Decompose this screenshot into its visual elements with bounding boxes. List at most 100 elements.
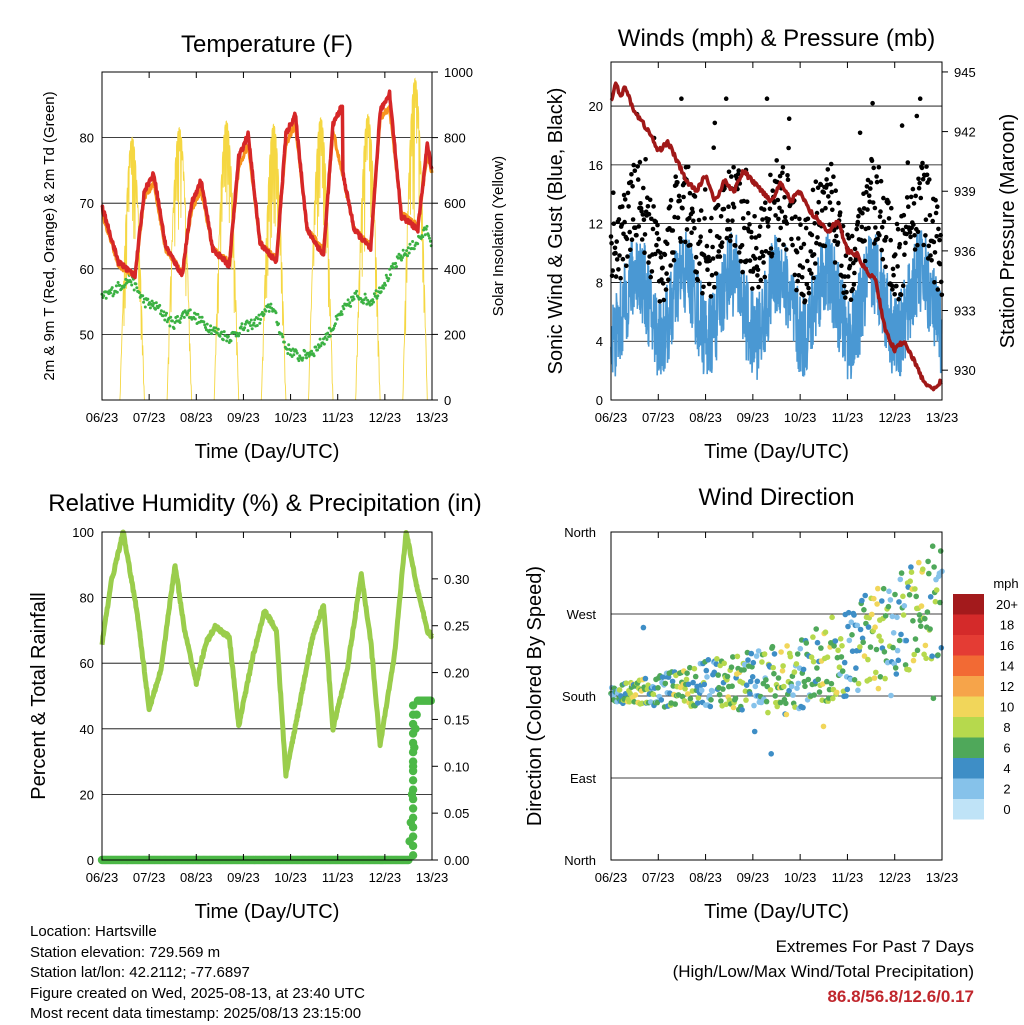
x-tick-label: 10/23 bbox=[274, 410, 307, 425]
wind-direction-point bbox=[808, 654, 815, 660]
dewpoint-point bbox=[342, 307, 346, 311]
gust-point bbox=[711, 145, 716, 150]
wind-direction-point bbox=[873, 646, 880, 653]
gust-point bbox=[621, 192, 627, 198]
wind-direction-point bbox=[906, 667, 912, 673]
wind-direction-point bbox=[867, 644, 874, 650]
dewpoint-point bbox=[203, 323, 207, 327]
gust-point bbox=[630, 217, 636, 222]
gust-point bbox=[785, 173, 790, 178]
wind-direction-point bbox=[763, 698, 770, 705]
wind-direction-point bbox=[715, 672, 721, 678]
gust-point bbox=[710, 256, 716, 261]
dewpoint-point bbox=[259, 318, 263, 321]
legend-swatch bbox=[953, 778, 984, 799]
x-tick-label: 11/23 bbox=[322, 410, 354, 425]
x-tick-label: 07/23 bbox=[642, 870, 675, 885]
wind-direction-point bbox=[682, 686, 688, 692]
y2-tick-label: 0.15 bbox=[444, 712, 469, 727]
gust-point bbox=[883, 264, 888, 270]
y-tick-label: 70 bbox=[80, 196, 94, 211]
wind-direction-point bbox=[865, 624, 872, 630]
dewpoint-point bbox=[258, 321, 262, 325]
dewpoint-point bbox=[109, 291, 112, 295]
gust-point bbox=[635, 177, 641, 182]
gust-point bbox=[658, 254, 664, 260]
gust-point bbox=[798, 245, 804, 251]
dewpoint-point bbox=[378, 286, 381, 290]
gust-point bbox=[753, 235, 758, 240]
wind-direction-point bbox=[894, 647, 901, 654]
gust-point bbox=[868, 180, 874, 185]
wind-direction-point bbox=[861, 653, 868, 659]
gust-point bbox=[728, 233, 733, 239]
gust-point bbox=[696, 217, 702, 223]
gust-point bbox=[889, 205, 894, 211]
wind-direction-point bbox=[907, 578, 913, 584]
gust-point bbox=[938, 279, 944, 285]
legend-label: 12 bbox=[1000, 679, 1014, 694]
gust-point bbox=[866, 193, 872, 198]
dewpoint-point bbox=[200, 315, 204, 319]
wind-direction-point bbox=[711, 669, 718, 676]
wind-direction-point bbox=[867, 676, 873, 683]
wind-direction-point bbox=[662, 680, 669, 687]
gust-point bbox=[673, 174, 678, 179]
gust-point bbox=[668, 263, 673, 268]
gust-point bbox=[666, 277, 671, 283]
gust-point bbox=[653, 251, 658, 257]
gust-point bbox=[684, 227, 690, 232]
gust-point bbox=[618, 275, 623, 281]
gust-point bbox=[799, 275, 805, 280]
wind-direction-point bbox=[795, 680, 802, 687]
gust-point bbox=[761, 260, 766, 265]
wind-direction-point bbox=[914, 647, 921, 654]
gust-point bbox=[878, 178, 884, 184]
gust-point bbox=[794, 287, 799, 293]
dewpoint-point bbox=[341, 304, 345, 308]
gust-point bbox=[835, 240, 841, 245]
wind-direction-point bbox=[730, 654, 736, 660]
wind-direction-point bbox=[650, 691, 657, 698]
dewpoint-point bbox=[132, 288, 136, 292]
gust-point bbox=[617, 253, 622, 258]
x-tick-label: 12/23 bbox=[369, 870, 402, 885]
dewpoint-point bbox=[382, 286, 386, 290]
wind-direction-point bbox=[770, 664, 776, 671]
gust-point bbox=[648, 274, 653, 280]
wind-direction-point bbox=[875, 585, 881, 592]
x-tick-label: 08/23 bbox=[180, 410, 213, 425]
gust-point bbox=[841, 283, 847, 289]
gust-point bbox=[747, 258, 753, 263]
gust-point bbox=[916, 176, 921, 182]
wind-direction-point bbox=[732, 695, 739, 702]
gust-point bbox=[812, 221, 817, 226]
gust-point bbox=[796, 273, 802, 278]
dewpoint-point bbox=[209, 324, 213, 328]
wind-direction-point bbox=[754, 678, 761, 685]
dewpoint-point bbox=[400, 256, 404, 260]
dewpoint-point bbox=[220, 330, 224, 334]
dewpoint-point bbox=[110, 286, 114, 290]
gust-point bbox=[872, 241, 877, 246]
temperature-frame bbox=[101, 71, 433, 401]
gust-point bbox=[613, 250, 618, 256]
gust-point bbox=[622, 197, 628, 202]
wind-direction-point bbox=[783, 700, 789, 707]
gust-point bbox=[806, 285, 811, 291]
x-tick-label: 13/23 bbox=[416, 410, 449, 425]
gust-point bbox=[886, 200, 891, 205]
gust-point bbox=[895, 264, 900, 269]
wind-direction-point bbox=[859, 597, 865, 604]
wind-direction-point bbox=[906, 592, 913, 598]
gust-point bbox=[687, 215, 692, 221]
wind-direction-point bbox=[815, 676, 821, 683]
dewpoint-point bbox=[264, 309, 268, 313]
dewpoint-point bbox=[116, 281, 120, 284]
dewpoint-point bbox=[400, 258, 403, 262]
gust-point bbox=[708, 228, 713, 234]
gust-point bbox=[797, 216, 802, 222]
gust-point bbox=[701, 284, 706, 290]
wind-direction-point bbox=[767, 687, 774, 693]
gust-point bbox=[932, 250, 938, 255]
